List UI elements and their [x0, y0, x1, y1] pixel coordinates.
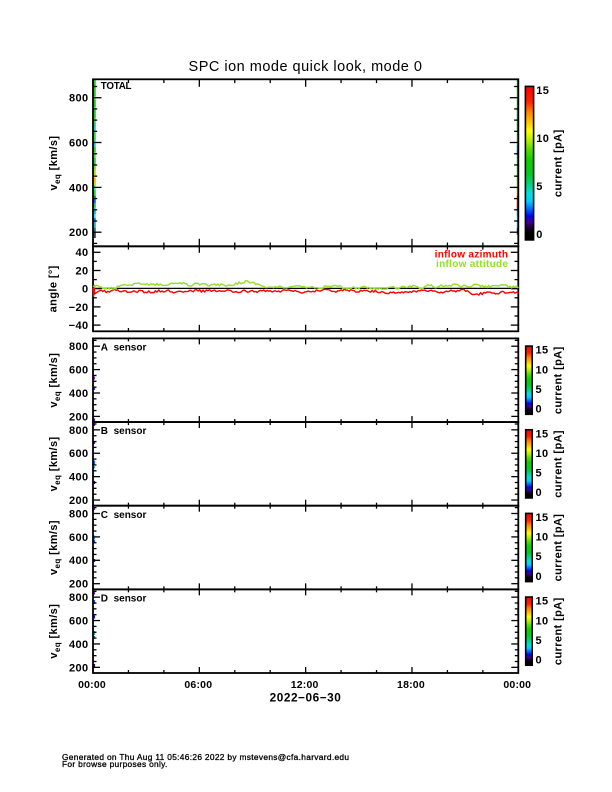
svg-text:600: 600 — [69, 615, 89, 627]
svg-text:800: 800 — [69, 508, 89, 520]
svg-text:400: 400 — [69, 182, 89, 194]
svg-text:15: 15 — [536, 428, 549, 440]
svg-text:200: 200 — [69, 227, 89, 239]
svg-text:00:00: 00:00 — [78, 679, 106, 691]
svg-text:400: 400 — [69, 639, 89, 651]
svg-text:10: 10 — [536, 448, 549, 460]
svg-text:For browse purposes only.: For browse purposes only. — [62, 759, 168, 769]
svg-text:current [pA]: current [pA] — [552, 346, 564, 414]
svg-text:800: 800 — [69, 93, 89, 105]
svg-text:600: 600 — [69, 137, 89, 149]
svg-text:18:00: 18:00 — [397, 679, 425, 691]
svg-text:−40: −40 — [69, 320, 89, 332]
svg-text:5: 5 — [536, 551, 543, 563]
svg-text:5: 5 — [536, 635, 543, 647]
svg-text:40: 40 — [75, 247, 88, 259]
svg-text:−20: −20 — [69, 302, 89, 314]
svg-text:current [pA]: current [pA] — [552, 129, 564, 197]
svg-text:0: 0 — [536, 404, 543, 416]
svg-text:200: 200 — [69, 495, 89, 507]
svg-text:20: 20 — [75, 265, 88, 277]
svg-text:2022−06−30: 2022−06−30 — [270, 691, 342, 705]
svg-text:0: 0 — [82, 284, 89, 296]
svg-text:D sensor: D sensor — [101, 593, 147, 604]
svg-text:15: 15 — [536, 512, 549, 524]
svg-text:10: 10 — [536, 364, 549, 376]
svg-text:0: 0 — [536, 654, 543, 666]
svg-text:5: 5 — [536, 384, 543, 396]
svg-text:Generated on Thu Aug 11 05:46:: Generated on Thu Aug 11 05:46:26 2022 by… — [62, 752, 349, 762]
svg-text:15: 15 — [536, 345, 549, 357]
svg-text:TOTAL: TOTAL — [101, 81, 132, 92]
svg-text:SPC ion mode quick look, mode: SPC ion mode quick look, mode 0 — [189, 59, 423, 75]
svg-text:5: 5 — [536, 468, 543, 480]
svg-text:10: 10 — [536, 133, 549, 145]
svg-text:400: 400 — [69, 555, 89, 567]
svg-text:current [pA]: current [pA] — [552, 514, 564, 582]
svg-text:0: 0 — [536, 487, 543, 499]
svg-text:600: 600 — [69, 532, 89, 544]
svg-text:12:00: 12:00 — [291, 679, 319, 691]
svg-text:00:00: 00:00 — [503, 679, 531, 691]
svg-text:inflow attitude: inflow attitude — [436, 259, 508, 270]
svg-text:15: 15 — [536, 85, 549, 97]
svg-text:0: 0 — [536, 571, 543, 583]
svg-text:B sensor: B sensor — [101, 426, 147, 437]
svg-text:800: 800 — [69, 425, 89, 437]
svg-text:10: 10 — [536, 532, 549, 544]
svg-text:200: 200 — [69, 579, 89, 591]
svg-text:C sensor: C sensor — [101, 510, 147, 521]
svg-text:current [pA]: current [pA] — [552, 430, 564, 498]
svg-text:10: 10 — [536, 615, 549, 627]
svg-text:5: 5 — [536, 181, 543, 193]
svg-text:06:00: 06:00 — [184, 679, 212, 691]
svg-text:600: 600 — [69, 448, 89, 460]
svg-text:200: 200 — [69, 411, 89, 423]
svg-text:400: 400 — [69, 388, 89, 400]
svg-text:800: 800 — [69, 341, 89, 353]
svg-text:angle [°]: angle [°] — [48, 265, 60, 312]
svg-text:800: 800 — [69, 592, 89, 604]
svg-text:A sensor: A sensor — [101, 343, 147, 354]
svg-text:15: 15 — [536, 596, 549, 608]
svg-text:inflow azimuth: inflow azimuth — [435, 249, 509, 260]
svg-text:600: 600 — [69, 365, 89, 377]
svg-text:current [pA]: current [pA] — [552, 597, 564, 665]
svg-text:200: 200 — [69, 662, 89, 674]
svg-text:400: 400 — [69, 472, 89, 484]
svg-text:0: 0 — [536, 229, 543, 241]
